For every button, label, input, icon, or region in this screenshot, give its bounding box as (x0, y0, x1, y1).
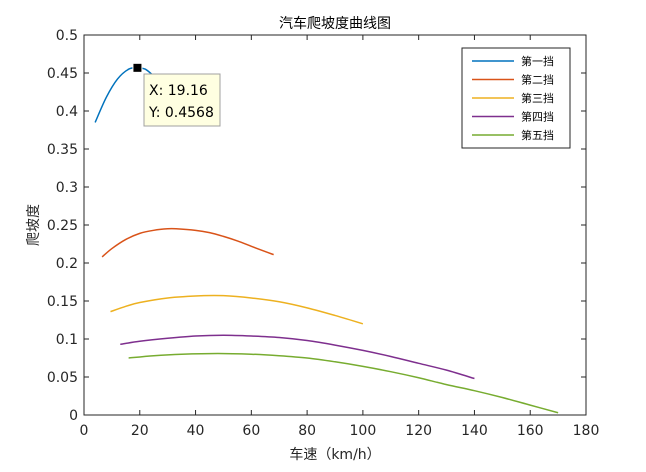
y-axis-title: 爬坡度 (26, 204, 42, 246)
y-tick-label: 0.05 (47, 370, 78, 386)
y-tick-label: 0.3 (56, 180, 78, 196)
x-tick-label: 140 (461, 423, 488, 439)
axis-ticks: 0 20 40 60 80 100 120 140 160 180 0 0.05 0.1 0.15 0.2 0… (47, 28, 600, 439)
y-tick-label: 0.4 (56, 104, 78, 120)
legend-label-1: 第一挡 (521, 54, 554, 68)
datatip-x-value: X: 19.16 (149, 83, 208, 99)
x-tick-label: 80 (298, 423, 316, 439)
series-line-4[interactable] (120, 334, 475, 380)
y-tick-label: 0.25 (47, 218, 78, 234)
datatip-y-value: Y: 0.4568 (148, 105, 214, 121)
y-tick-label: 0.2 (56, 256, 78, 272)
series-line-1[interactable] (94, 67, 155, 123)
x-tick-label: 120 (405, 423, 432, 439)
y-tick-label: 0.1 (56, 332, 78, 348)
series-line-2[interactable] (101, 227, 274, 258)
x-tick-label: 0 (80, 423, 89, 439)
x-tick-label: 180 (573, 423, 600, 439)
x-tick-label: 20 (131, 423, 149, 439)
y-tick-label: 0.35 (47, 142, 78, 158)
series-lines (94, 67, 559, 414)
legend-label-4: 第四挡 (521, 110, 554, 124)
legend-label-5: 第五挡 (521, 128, 554, 142)
datatip[interactable]: X: 19.16 Y: 0.4568 (132, 62, 221, 127)
y-tick-label: 0 (69, 408, 78, 424)
legend-label-3: 第三挡 (521, 91, 554, 105)
x-tick-label: 40 (187, 423, 205, 439)
datatip-marker[interactable] (132, 62, 143, 73)
x-tick-label: 160 (517, 423, 544, 439)
datatip-box (143, 73, 221, 127)
x-axis-title: 车速（km/h） (289, 446, 380, 463)
y-tick-label: 0.5 (56, 28, 78, 44)
chart-title: 汽车爬坡度曲线图 (279, 15, 391, 32)
legend-label-2: 第二挡 (521, 73, 554, 87)
series-line-5[interactable] (128, 352, 559, 414)
y-tick-label: 0.45 (47, 66, 78, 82)
y-tick-label: 0.15 (47, 294, 78, 310)
x-tick-label: 100 (350, 423, 377, 439)
x-tick-label: 60 (242, 423, 260, 439)
series-line-3[interactable] (110, 294, 364, 325)
